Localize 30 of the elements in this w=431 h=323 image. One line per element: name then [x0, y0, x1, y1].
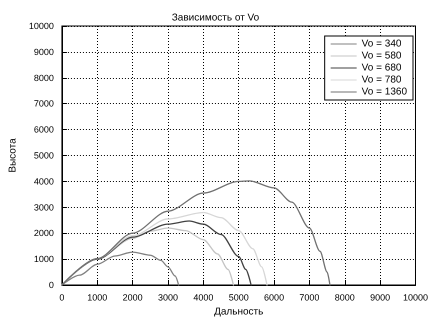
- x-tick-label: 2000: [122, 292, 143, 302]
- y-tick-label: 2000: [34, 228, 54, 238]
- legend-label: Vo = 340: [362, 38, 402, 50]
- x-tick-label: 5000: [228, 292, 249, 302]
- x-tick-label: 10000: [402, 292, 428, 302]
- x-tick-label: 0: [59, 292, 64, 302]
- y-tick-label: 8000: [34, 72, 54, 83]
- y-tick-label: 6000: [34, 124, 54, 135]
- x-tick-label: 6000: [264, 292, 284, 302]
- x-tick-label: 4000: [193, 292, 214, 302]
- y-tick-label: 4000: [34, 176, 54, 186]
- y-tick-label: 1000: [34, 254, 54, 264]
- x-tick-label: 9000: [370, 292, 390, 302]
- y-tick-label: 10000: [28, 21, 54, 31]
- x-tick-label: 1000: [87, 292, 108, 302]
- x-tick-label: 7000: [299, 292, 320, 302]
- legend-label: Vo = 580: [362, 50, 402, 62]
- chart-title: Зависимость от Vo: [172, 12, 260, 24]
- x-tick-label: 3000: [158, 292, 178, 302]
- y-tick-label: 9000: [34, 46, 54, 57]
- y-tick-label: 7000: [34, 98, 54, 109]
- y-tick-label: 5000: [34, 150, 54, 160]
- x-tick-label: 8000: [334, 292, 355, 302]
- y-tick-label: 3000: [34, 202, 54, 212]
- y-axis-title: Высота: [8, 138, 18, 173]
- legend-label: Vo = 1360: [362, 86, 408, 98]
- y-tick-label: 0: [48, 280, 54, 290]
- legend-label: Vo = 780: [362, 74, 402, 86]
- legend-label: Vo = 680: [362, 62, 402, 74]
- x-axis-title: Дальность: [214, 306, 264, 318]
